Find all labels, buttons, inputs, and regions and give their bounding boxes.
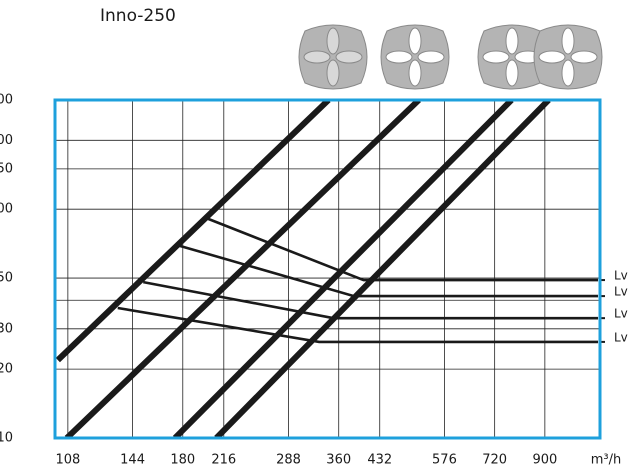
y-tick-label: 150 xyxy=(0,161,13,176)
line xyxy=(67,100,419,438)
chart-title: Inno-250 xyxy=(100,6,176,26)
line xyxy=(216,100,548,438)
y-tick-label: 100 xyxy=(0,202,13,217)
x-tick-label: 900 xyxy=(532,453,557,468)
y-tick-label: 50 xyxy=(0,271,13,286)
x-tick-label: 360 xyxy=(326,453,351,468)
line xyxy=(118,308,598,342)
line xyxy=(175,100,511,438)
x-tick-label: 576 xyxy=(432,453,457,468)
y-tick-label: 200 xyxy=(0,133,13,148)
plot-frame xyxy=(55,100,600,438)
x-unit: m³/h xyxy=(591,453,622,468)
x-tick-label: 288 xyxy=(276,453,301,468)
x-tick-label: 144 xyxy=(120,453,145,468)
y-tick-label: 30 xyxy=(0,321,13,336)
x-tick-label: 108 xyxy=(55,453,80,468)
rotor-icons xyxy=(299,25,602,89)
y-tick-label: 10 xyxy=(0,431,13,446)
line-label: Lv xyxy=(614,285,628,299)
y-tick-label: 300 xyxy=(0,93,13,108)
x-tick-label: 432 xyxy=(367,453,392,468)
line-label: Lv xyxy=(614,269,628,283)
line-label: Lv xyxy=(614,307,628,321)
y-tick-label: 20 xyxy=(0,362,13,377)
x-tick-label: 180 xyxy=(170,453,195,468)
chart: Inno-250 10 20 30 50 100 150 200 300 108 144 180 21… xyxy=(0,0,628,475)
line-label: Lv xyxy=(614,330,628,344)
x-tick-label: 720 xyxy=(482,453,507,468)
plot xyxy=(58,100,598,438)
x-tick-label: 216 xyxy=(211,453,236,468)
